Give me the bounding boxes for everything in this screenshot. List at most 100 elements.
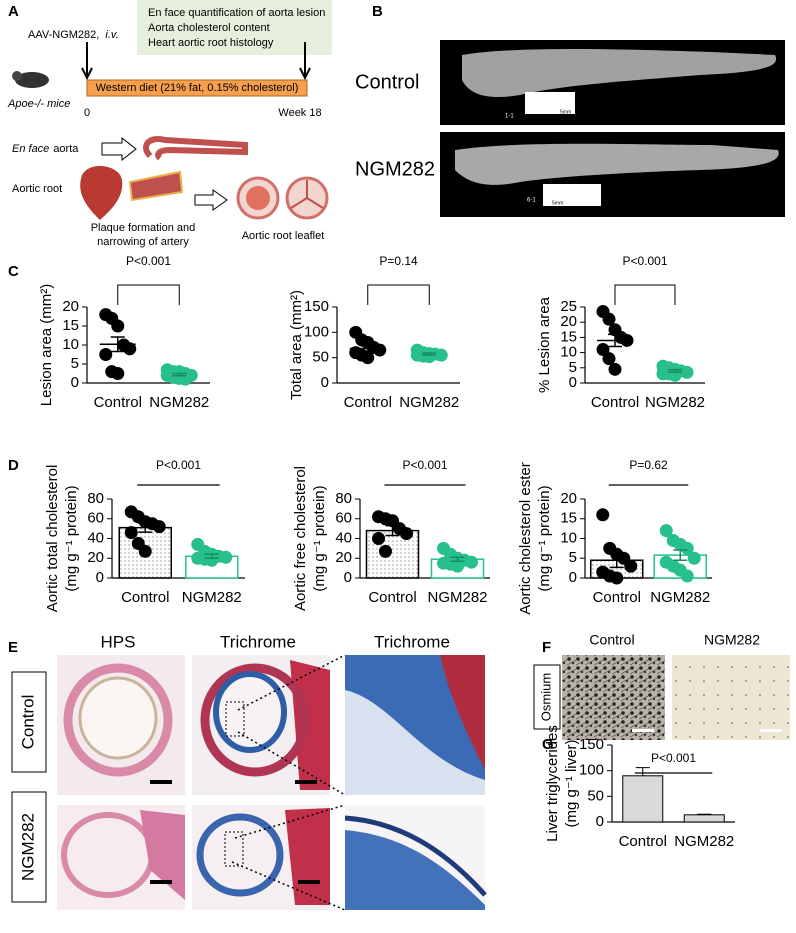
y-axis-label: Liver triglycerides bbox=[544, 725, 561, 842]
row-label: NGM282 bbox=[355, 158, 435, 180]
bar bbox=[622, 775, 664, 823]
y-tick-label: 15 bbox=[560, 510, 577, 527]
error-bar bbox=[172, 372, 187, 377]
y-axis-label: Total area (mm²) bbox=[288, 290, 305, 400]
leaflet-icon bbox=[290, 180, 324, 209]
y-tick-label: 20 bbox=[62, 298, 79, 315]
y-tick-label: 5 bbox=[569, 549, 577, 566]
panel-letter: C bbox=[8, 263, 19, 280]
zoom-box bbox=[225, 701, 245, 737]
en-face-label: En face aorta bbox=[12, 143, 79, 155]
error-bar bbox=[450, 556, 465, 562]
y-tick-label: 50 bbox=[587, 787, 604, 804]
dot bbox=[680, 569, 694, 583]
panel-letter: B bbox=[372, 3, 383, 20]
x-tick-label: NGM282 bbox=[182, 589, 242, 606]
panel-letter: E bbox=[8, 639, 18, 656]
error-bar bbox=[668, 368, 682, 373]
annotation: P=0.14 bbox=[379, 254, 418, 268]
readout: En face quantification of aorta lesion bbox=[148, 7, 325, 19]
y-tick-label: 0 bbox=[96, 569, 104, 586]
y-tick-label: 50 bbox=[312, 349, 329, 366]
route: i.v. bbox=[105, 29, 118, 41]
error-bar bbox=[673, 549, 688, 561]
dot bbox=[138, 544, 152, 558]
y-tick-label: 25 bbox=[560, 298, 577, 315]
dot bbox=[422, 350, 436, 364]
panel-letter: F bbox=[542, 639, 551, 656]
y-tick-label: 0 bbox=[596, 813, 604, 830]
annotation: P<0.001 bbox=[622, 254, 667, 268]
column-label: Trichrome bbox=[220, 632, 296, 651]
dot bbox=[219, 550, 233, 564]
x-tick-label: Control bbox=[593, 589, 641, 606]
y-axis-label: (mg g⁻¹ liver) bbox=[563, 740, 580, 828]
column-label: NGM282 bbox=[704, 632, 760, 648]
y-axis-label: Aortic free cholesterol bbox=[292, 466, 309, 611]
liver-image bbox=[562, 655, 665, 740]
row-box bbox=[11, 671, 47, 773]
mouse-icon bbox=[12, 71, 22, 81]
dot bbox=[99, 348, 113, 361]
error-bar bbox=[422, 352, 437, 356]
mouse-icon bbox=[15, 72, 49, 88]
y-tick-label: 150 bbox=[304, 298, 329, 315]
sample-id: 6-1 bbox=[527, 198, 536, 204]
aorta: aorta bbox=[53, 143, 79, 155]
annotation: P<0.001 bbox=[126, 254, 171, 268]
column-label: Control bbox=[589, 632, 634, 648]
liver-image bbox=[672, 655, 790, 740]
annotation: P<0.001 bbox=[156, 458, 201, 472]
error-bar bbox=[697, 813, 712, 815]
dot bbox=[111, 319, 125, 333]
treatment-name: AAV-NGM282, bbox=[28, 29, 102, 41]
annotation: P=0.62 bbox=[629, 458, 668, 472]
sample-id: 1-1 bbox=[505, 114, 514, 120]
y-tick-label: 15 bbox=[62, 317, 79, 334]
y-tick-label: 100 bbox=[579, 762, 604, 779]
y-tick-label: 100 bbox=[304, 323, 329, 340]
dot bbox=[659, 524, 673, 538]
plaque: Plaque formation and bbox=[91, 222, 196, 234]
y-tick-label: 0 bbox=[71, 374, 79, 391]
arrows bbox=[81, 42, 311, 81]
dot bbox=[373, 343, 387, 357]
error-bar bbox=[385, 524, 400, 537]
panel-letter: G bbox=[542, 736, 554, 753]
scale-bar bbox=[632, 729, 654, 732]
row-label: Control bbox=[355, 71, 419, 93]
timeline-end: Week 18 bbox=[278, 107, 321, 119]
dot bbox=[400, 527, 413, 541]
dot bbox=[205, 553, 219, 567]
aortic-root: Aortic root bbox=[12, 183, 62, 195]
scale-bar bbox=[760, 729, 782, 732]
x-tick-label: NGM282 bbox=[674, 833, 734, 850]
y-axis-label: (mg g⁻¹ protein) bbox=[536, 485, 553, 591]
y-tick-label: 0 bbox=[344, 569, 352, 586]
y-tick-label: 80 bbox=[87, 490, 104, 507]
x-tick-label: NGM282 bbox=[427, 589, 487, 606]
dot bbox=[602, 352, 616, 366]
treatment: AAV-NGM282, i.v. bbox=[28, 29, 119, 41]
error-bar bbox=[204, 553, 219, 559]
y-tick-label: 0 bbox=[569, 374, 577, 391]
x-tick-label: Control bbox=[344, 394, 392, 411]
x-tick-label: NGM282 bbox=[645, 394, 705, 411]
stain-label: Osmium bbox=[538, 673, 553, 721]
row-label: NGM282 bbox=[18, 813, 37, 881]
y-tick-label: 150 bbox=[579, 736, 604, 753]
y-tick-label: 10 bbox=[62, 336, 79, 353]
dot bbox=[596, 508, 610, 522]
y-axis-label: % Lesion area bbox=[536, 296, 553, 393]
y-tick-label: 10 bbox=[560, 529, 577, 546]
y-tick-label: 20 bbox=[560, 490, 577, 507]
error-bar bbox=[608, 333, 622, 348]
y-tick-label: 80 bbox=[335, 490, 352, 507]
dot bbox=[124, 526, 138, 540]
bracket bbox=[117, 284, 180, 305]
dot bbox=[152, 520, 166, 534]
row-box bbox=[11, 791, 47, 903]
x-tick-label: NGM282 bbox=[399, 394, 459, 411]
artery-icon bbox=[128, 170, 184, 202]
